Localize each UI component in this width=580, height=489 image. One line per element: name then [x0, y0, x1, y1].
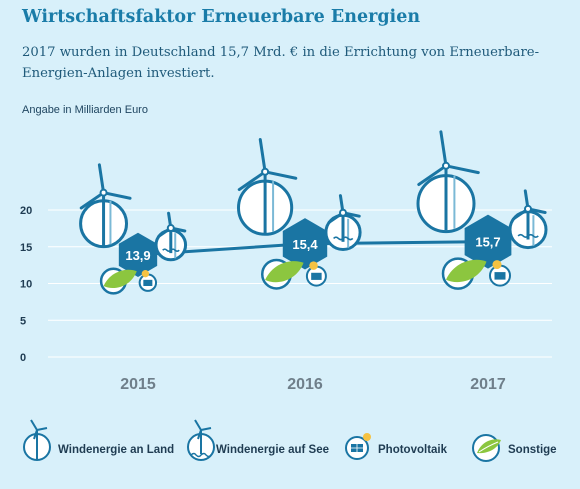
legend-item-wind-sea: Windenergie auf See — [182, 414, 342, 474]
y-tick-label: 0 — [20, 352, 26, 364]
legend-item-wind-land: Windenergie an Land — [18, 414, 178, 474]
y-tick-label: 5 — [20, 315, 26, 327]
data-label: 15,7 — [475, 235, 500, 250]
chart-subtitle: 2017 wurden in Deutschland 15,7 Mrd. € i… — [22, 45, 540, 81]
wind-turbine-land-icon — [23, 419, 51, 461]
photovoltaic-icon — [345, 433, 371, 460]
legend-label: Windenergie an Land — [58, 444, 175, 456]
legend: Windenergie an Land Windenergie auf See … — [0, 414, 580, 484]
x-tick-label: 2015 — [120, 376, 156, 393]
year-cluster: 15,7 — [416, 130, 548, 290]
legend-label: Sonstige — [508, 444, 557, 456]
value-marker — [118, 232, 158, 277]
wind-turbine-sea-icon — [187, 419, 215, 461]
data-label: 15,4 — [292, 237, 318, 252]
unit-label: Angabe in Milliarden Euro — [22, 104, 148, 116]
y-tick-label: 15 — [20, 242, 32, 254]
legend-item-photovoltaic: Photovoltaik — [342, 414, 452, 474]
legend-label: Photovoltaik — [378, 444, 448, 456]
legend-item-other: Sonstige — [470, 414, 570, 474]
x-tick-label: 2017 — [470, 376, 506, 393]
year-cluster: 13,9 — [79, 163, 188, 295]
chart-title: Wirtschaftsfaktor Erneuerbare Energien — [22, 7, 421, 27]
year-cluster: 15,4 — [237, 138, 362, 290]
value-marker — [282, 218, 328, 270]
chart-canvas: 0 5 10 15 20 2015 2016 2017 13,9 15,4 15,7 — [20, 130, 552, 393]
x-tick-label: 2016 — [287, 376, 323, 393]
data-label: 13,9 — [125, 248, 150, 263]
leaf-icon — [472, 434, 501, 462]
y-tick-label: 10 — [20, 279, 32, 291]
value-marker — [464, 214, 512, 269]
legend-label: Windenergie auf See — [216, 444, 330, 456]
y-tick-label: 20 — [20, 205, 32, 217]
